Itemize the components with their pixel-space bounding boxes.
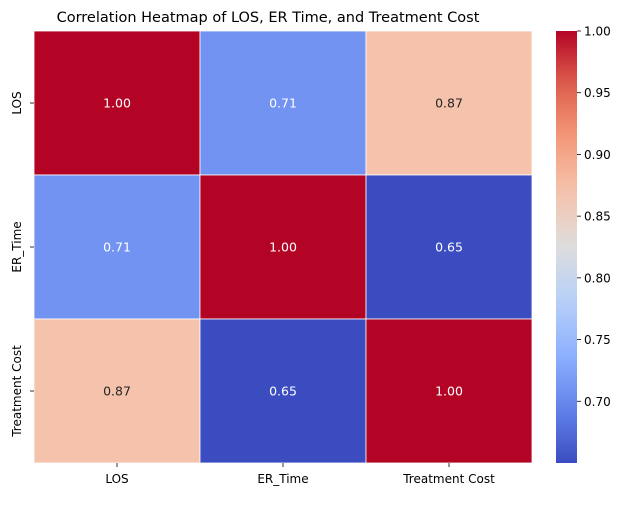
colorbar-tick-label: 0.70 bbox=[584, 395, 611, 409]
heatmap-cell bbox=[33, 174, 201, 320]
chart-title: Correlation Heatmap of LOS, ER Time, and… bbox=[57, 10, 480, 26]
x-tick-label: LOS bbox=[105, 472, 128, 486]
colorbar-gradient bbox=[556, 31, 577, 463]
x-tick-label: ER_Time bbox=[257, 472, 308, 486]
y-axis: LOS ER_Time Treatment Cost bbox=[10, 91, 34, 438]
cell-annotation: 0.65 bbox=[435, 240, 463, 255]
cell-annotation: 0.71 bbox=[269, 96, 297, 111]
y-tick-label: Treatment Cost bbox=[10, 345, 24, 438]
cell-annotation: 0.87 bbox=[103, 384, 131, 399]
colorbar-tick-label: 0.90 bbox=[584, 148, 611, 162]
cell-annotation: 0.87 bbox=[435, 96, 463, 111]
heatmap-cell bbox=[199, 174, 367, 320]
colorbar-tick-label: 0.85 bbox=[584, 210, 611, 224]
heatmap-cell bbox=[365, 174, 533, 320]
heatmap-cell bbox=[365, 30, 533, 176]
heatmap-cell bbox=[33, 30, 201, 176]
cell-annotation: 1.00 bbox=[103, 96, 131, 111]
cell-annotation: 0.65 bbox=[269, 384, 297, 399]
heatmap-cell bbox=[199, 30, 367, 176]
heatmap-cells bbox=[33, 30, 533, 464]
y-tick-label: ER_Time bbox=[10, 221, 24, 272]
colorbar-tick-label: 0.75 bbox=[584, 333, 611, 347]
cell-annotations: 1.00 0.71 0.87 0.71 1.00 0.65 0.87 0.65 1.00 bbox=[103, 96, 463, 399]
colorbar-tick-label: 1.00 bbox=[584, 25, 611, 39]
cell-annotation: 1.00 bbox=[435, 384, 463, 399]
heatmap-cell bbox=[33, 318, 201, 464]
x-tick-label: Treatment Cost bbox=[402, 472, 495, 486]
colorbar-tick-label: 0.80 bbox=[584, 271, 611, 285]
colorbar: 0.70 0.75 0.80 0.85 0.90 0.95 1.00 bbox=[556, 25, 611, 463]
y-tick-label: LOS bbox=[10, 91, 24, 114]
cell-annotation: 0.71 bbox=[103, 240, 131, 255]
x-axis: LOS ER_Time Treatment Cost bbox=[105, 463, 495, 486]
heatmap-cell bbox=[199, 318, 367, 464]
cell-annotation: 1.00 bbox=[269, 240, 297, 255]
colorbar-tick-label: 0.95 bbox=[584, 86, 611, 100]
